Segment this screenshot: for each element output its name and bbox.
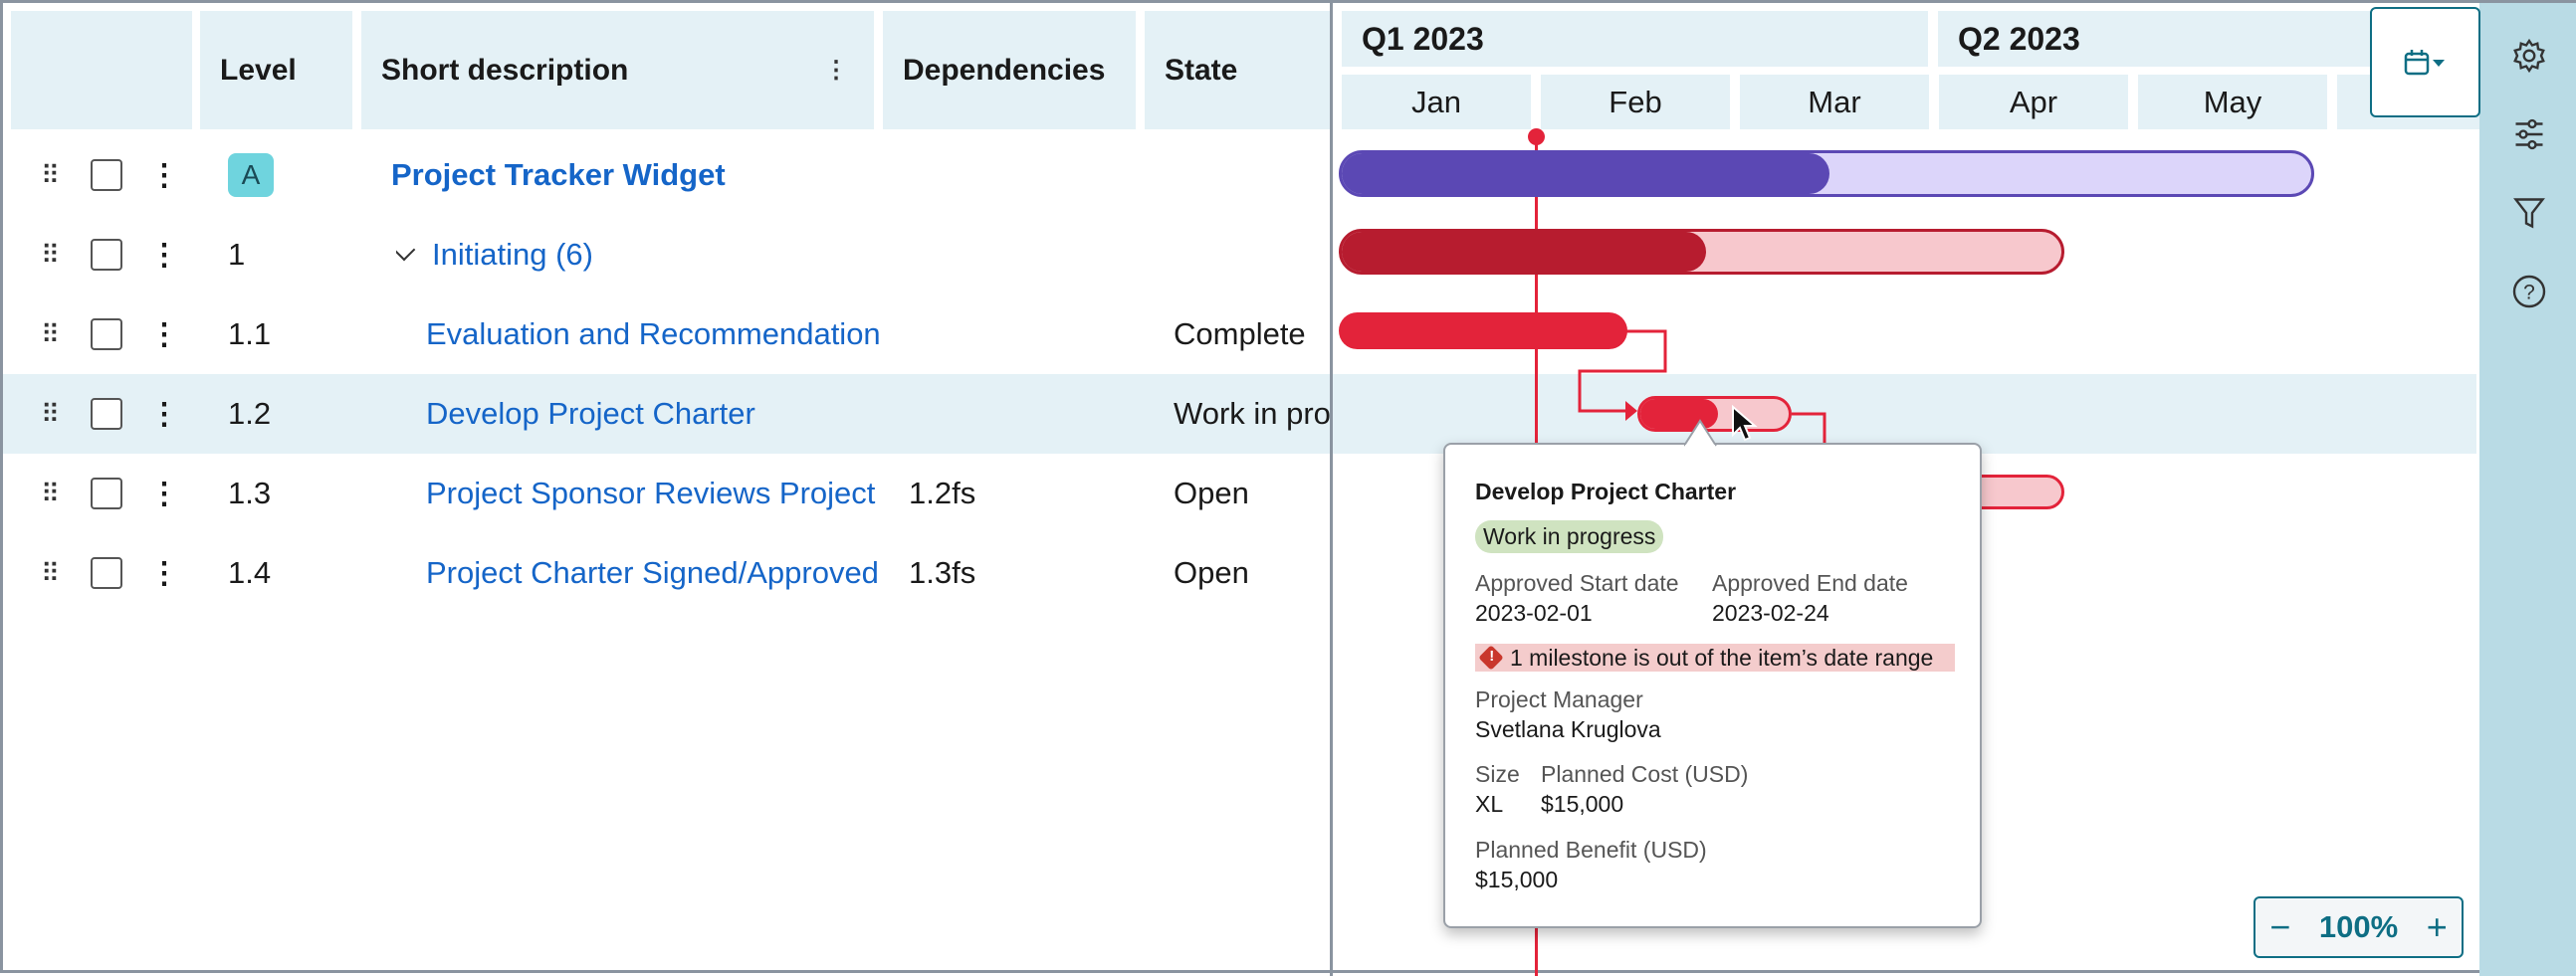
svg-text:?: ?	[2523, 282, 2535, 304]
state-cell: Work in progress	[1174, 396, 1330, 431]
month-mar: Mar	[1740, 75, 1929, 129]
month-feb: Feb	[1541, 75, 1730, 129]
tooltip-size-value: XL	[1475, 791, 1504, 817]
description-link[interactable]: Project Charter Signed/Approved	[426, 555, 879, 590]
tooltip-end-value: 2023-02-24	[1712, 600, 1829, 626]
warning-icon: !	[1478, 645, 1504, 671]
description-link[interactable]: Project Tracker Widget	[391, 157, 726, 192]
mouse-cursor-icon	[1732, 405, 1758, 442]
drag-handle-icon[interactable]: ⠿	[41, 557, 60, 588]
row-checkbox[interactable]	[91, 159, 122, 191]
month-apr: Apr	[1939, 75, 2128, 129]
header-level[interactable]: Level	[200, 11, 352, 129]
chevron-down-icon[interactable]	[396, 238, 416, 262]
gantt-bar-1-2[interactable]	[1637, 396, 1792, 432]
tooltip-start-value: 2023-02-01	[1475, 600, 1593, 626]
item-tooltip: Develop Project Charter Work in progress…	[1443, 419, 1982, 928]
drag-handle-icon[interactable]: ⠿	[41, 159, 60, 190]
state-cell	[1174, 135, 1330, 215]
drag-handle-icon[interactable]: ⠿	[41, 478, 60, 508]
tooltip-pm-label: Project Manager	[1475, 686, 1643, 712]
table-row[interactable]: ⠿ ⋮ 1.4 Project Charter Signed/Approved …	[3, 533, 2476, 613]
zoom-out-button[interactable]: −	[2269, 906, 2291, 947]
gantt-bar-project-tracker-widget[interactable]	[1339, 150, 2314, 197]
description-link[interactable]: Evaluation and Recommendation	[426, 316, 879, 351]
column-menu-icon[interactable]: ⋮	[824, 57, 848, 84]
table-row[interactable]: ⠿ ⋮ 1.3 Project Sponsor Reviews Project …	[3, 454, 2476, 533]
tooltip-pm-value: Svetlana Kruglova	[1475, 716, 1661, 742]
table-row[interactable]: ⠿ ⋮ 1.2 Develop Project Charter Work in …	[3, 374, 2476, 454]
today-marker	[1528, 128, 1545, 145]
gear-icon[interactable]	[2511, 38, 2547, 74]
level-cell: 1.2	[228, 396, 272, 431]
pane-splitter[interactable]	[1330, 3, 1333, 976]
tooltip-benefit-label: Planned Benefit (USD)	[1475, 837, 1707, 863]
month-may: May	[2138, 75, 2327, 129]
row-menu-icon[interactable]: ⋮	[154, 158, 174, 192]
header-short-description-label: Short description	[381, 53, 629, 87]
drag-handle-icon[interactable]: ⠿	[41, 318, 60, 349]
row-menu-icon[interactable]: ⋮	[154, 238, 174, 272]
level-badge: A	[228, 153, 274, 197]
tooltip-size-label: Size	[1475, 761, 1520, 787]
row-menu-icon[interactable]: ⋮	[154, 556, 174, 590]
state-cell: Complete	[1174, 316, 1306, 351]
dependencies-cell: 1.3fs	[909, 555, 976, 590]
row-checkbox[interactable]	[91, 557, 122, 589]
header-state[interactable]: State	[1145, 11, 1330, 129]
drag-handle-icon[interactable]: ⠿	[41, 239, 60, 270]
zoom-level: 100%	[2318, 909, 2399, 944]
dependencies-cell: 1.2fs	[909, 476, 976, 510]
row-menu-icon[interactable]: ⋮	[154, 477, 174, 510]
level-cell: 1	[228, 237, 246, 272]
calendar-icon	[2404, 49, 2445, 75]
dependency-connectors	[1578, 329, 1826, 446]
tooltip-status-badge: Work in progress	[1475, 520, 1664, 553]
description-link[interactable]: Initiating (6)	[432, 237, 593, 272]
gantt-bar-1-1[interactable]	[1339, 312, 1627, 349]
tooltip-benefit-value: $15,000	[1475, 867, 1559, 892]
tooltip-warning: ! 1 milestone is out of the item’s date …	[1475, 644, 1955, 672]
row-menu-icon[interactable]: ⋮	[154, 397, 174, 431]
header-short-description[interactable]: Short description ⋮	[361, 11, 874, 129]
gantt-bar-initiating[interactable]	[1339, 229, 2064, 275]
header-dependencies[interactable]: Dependencies	[883, 11, 1136, 129]
tooltip-start-label: Approved Start date	[1475, 570, 1679, 596]
row-checkbox[interactable]	[91, 398, 122, 430]
month-jan: Jan	[1342, 75, 1531, 129]
tooltip-title: Develop Project Charter	[1475, 479, 1737, 504]
row-menu-icon[interactable]: ⋮	[154, 317, 174, 351]
level-cell: 1.4	[228, 555, 272, 590]
row-checkbox[interactable]	[91, 239, 122, 271]
help-icon[interactable]: ?	[2511, 274, 2547, 309]
row-checkbox[interactable]	[91, 318, 122, 350]
level-cell: 1.3	[228, 476, 272, 510]
filter-icon[interactable]	[2511, 195, 2547, 231]
level-cell: 1.1	[228, 316, 272, 351]
state-cell: Open	[1174, 476, 1249, 510]
state-cell	[1174, 215, 1330, 294]
zoom-in-button[interactable]: +	[2426, 906, 2448, 947]
timescale-button[interactable]	[2370, 7, 2480, 117]
header-drag-column	[11, 11, 192, 129]
table-row[interactable]: ⠿ ⋮ A Project Tracker Widget	[3, 135, 2476, 215]
state-cell: Open	[1174, 555, 1249, 590]
tooltip-warning-text: 1 milestone is out of the item’s date ra…	[1510, 644, 1934, 671]
table-row[interactable]: ⠿ ⋮ 1 Initiating (6)	[3, 215, 2476, 294]
description-link[interactable]: Project Sponsor Reviews Project	[426, 476, 876, 510]
sliders-icon[interactable]	[2511, 116, 2547, 152]
quarter-q1: Q1 2023	[1342, 11, 1928, 67]
zoom-control: − 100% +	[2254, 896, 2464, 958]
drag-handle-icon[interactable]: ⠿	[41, 398, 60, 429]
tooltip-end-label: Approved End date	[1712, 570, 1908, 596]
description-link[interactable]: Develop Project Charter	[426, 396, 755, 431]
row-checkbox[interactable]	[91, 478, 122, 509]
right-sidebar	[2479, 3, 2576, 976]
tooltip-cost-value: $15,000	[1541, 791, 1624, 817]
table-row[interactable]: ⠿ ⋮ 1.1 Evaluation and Recommendation Co…	[3, 294, 2476, 374]
tooltip-cost-label: Planned Cost (USD)	[1541, 761, 1749, 787]
